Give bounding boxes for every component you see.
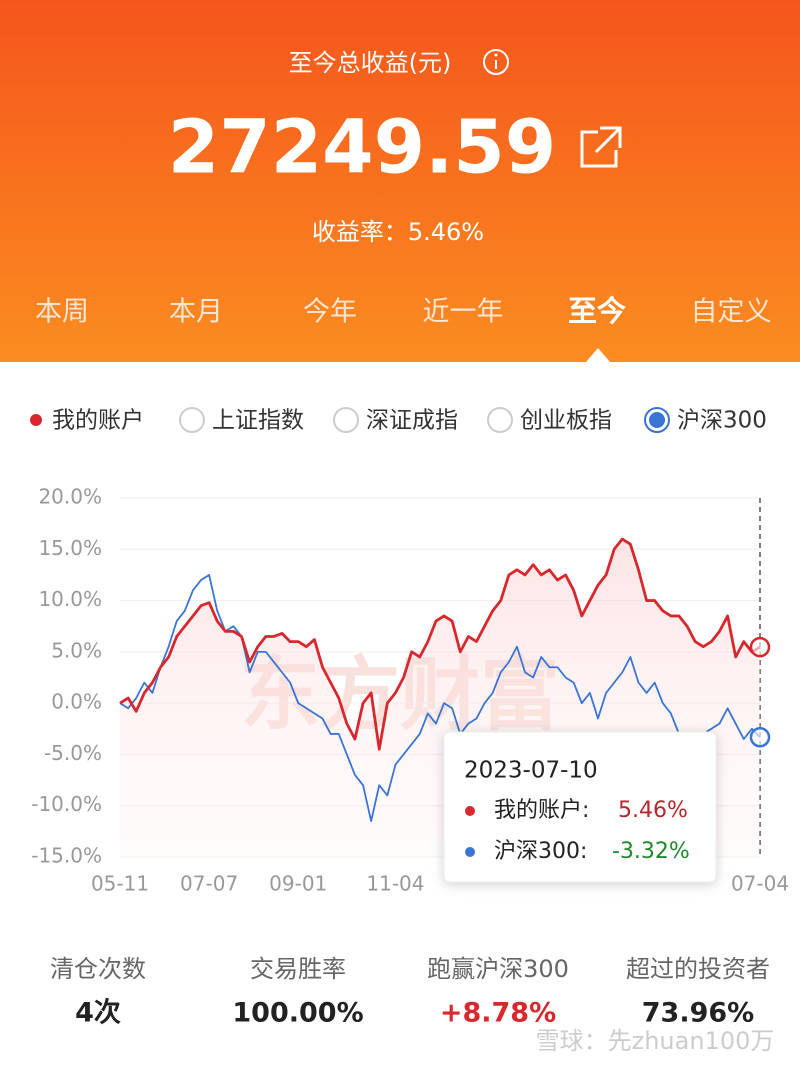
x-tick-label: 07-07 — [180, 872, 238, 896]
x-tick-label: 05-11 — [91, 872, 149, 896]
y-tick-label: 0.0% — [51, 690, 102, 714]
tooltip-date: 2023-07-10 — [464, 758, 598, 784]
legend-label[interactable]: 我的账户 — [52, 408, 144, 434]
tab[interactable]: 本周 — [35, 297, 89, 328]
tooltip-marker — [465, 847, 475, 857]
tooltip-label: 沪深300: — [494, 839, 587, 864]
stat-label: 超过的投资者 — [626, 955, 770, 983]
tooltip-marker — [465, 806, 475, 816]
total-value: 27249.59 — [168, 105, 557, 191]
y-tick-label: -5.0% — [44, 741, 102, 765]
stat-value: +8.78% — [440, 998, 556, 1029]
x-tick-label: 11-04 — [366, 872, 424, 896]
stat-value: 100.00% — [232, 998, 363, 1029]
tab[interactable]: 近一年 — [423, 297, 504, 328]
legend-radio[interactable] — [333, 407, 359, 433]
end-point — [749, 726, 771, 748]
info-icon[interactable] — [483, 49, 509, 75]
tab[interactable]: 本月 — [169, 297, 223, 328]
y-tick-label: 15.0% — [38, 536, 102, 560]
share-icon[interactable] — [580, 126, 622, 168]
tooltip-label: 我的账户: — [494, 798, 589, 823]
header-title: 至今总收益(元) — [289, 49, 452, 77]
legend-label[interactable]: 上证指数 — [212, 408, 304, 434]
rate: 收益率：5.46% — [312, 218, 484, 246]
y-tick-label: -15.0% — [31, 844, 102, 868]
tooltip-value: -3.32% — [612, 839, 690, 864]
x-tick-label: 09-01 — [269, 872, 327, 896]
footer-watermark: 雪球：先zhuan100万 — [536, 1027, 775, 1055]
legend-radio-dot — [649, 412, 665, 428]
legend-label[interactable]: 创业板指 — [520, 408, 612, 434]
legend-radio[interactable] — [487, 407, 513, 433]
tab[interactable]: 今年 — [303, 297, 357, 328]
end-point — [749, 636, 771, 658]
stat-value: 4次 — [75, 998, 121, 1029]
tooltip-value: 5.46% — [618, 798, 688, 823]
stat-label: 交易胜率 — [250, 955, 346, 983]
y-tick-label: -10.0% — [31, 792, 102, 816]
legend-label[interactable]: 深证成指 — [366, 408, 458, 434]
y-tick-label: 20.0% — [38, 485, 102, 509]
legend-radio[interactable] — [179, 407, 205, 433]
stat-label: 清仓次数 — [50, 955, 146, 983]
tab[interactable]: 自定义 — [691, 297, 772, 328]
stat-value: 73.96% — [642, 998, 754, 1029]
header-bg — [0, 0, 800, 362]
legend-marker — [30, 414, 42, 426]
tooltip-bg — [443, 731, 717, 883]
y-tick-label: 10.0% — [38, 587, 102, 611]
tab-notch — [586, 348, 610, 362]
tab[interactable]: 至今 — [568, 294, 626, 328]
stat-label: 跑赢沪深300 — [427, 955, 569, 983]
series-line — [119, 537, 761, 751]
x-tick-label: 07-04 — [731, 872, 789, 896]
legend-label[interactable]: 沪深300 — [677, 408, 767, 434]
y-tick-label: 5.0% — [51, 638, 102, 662]
